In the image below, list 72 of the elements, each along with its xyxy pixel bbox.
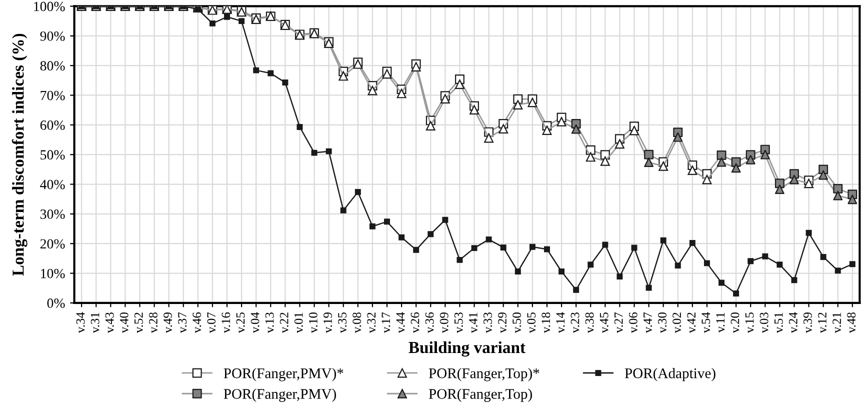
x-tick-label: v.35 [338, 312, 347, 334]
x-tick-label: v.02 [672, 312, 682, 334]
x-tick-label: v.07 [207, 312, 216, 334]
legend-label: POR(Fanger,PMV)* [224, 368, 344, 382]
y-tick-label: 20% [40, 239, 65, 249]
x-tick-label: v.39 [804, 312, 812, 334]
x-tick-label: v.13 [265, 312, 274, 334]
x-tick-label: v.16 [222, 312, 230, 334]
x-tick-label: v.30 [658, 312, 667, 334]
x-tick-label: v.53 [454, 312, 463, 334]
x-tick-label: v.04 [250, 312, 260, 334]
x-tick-label: v.48 [847, 312, 856, 334]
x-axis-title: Building variant [408, 341, 526, 357]
y-tick-label: 0% [47, 298, 65, 308]
x-tick-label: v.24 [788, 312, 798, 334]
x-tick-label: v.21 [832, 312, 842, 334]
x-tick-label: v.33 [484, 312, 492, 334]
x-tick-label: v.42 [687, 312, 696, 334]
x-tick-label: v.45 [600, 312, 608, 334]
x-tick-label: v.14 [556, 312, 565, 334]
x-tick-label: v.28 [148, 312, 158, 334]
y-tick-label: 50% [40, 150, 65, 160]
x-tick-label: v.09 [440, 312, 448, 334]
x-tick-label: v.32 [367, 312, 376, 334]
y-tick-label: 100% [34, 2, 65, 12]
x-tick-label: v.18 [542, 312, 550, 334]
y-tick-label: 30% [40, 210, 65, 219]
x-tick-label: v.34 [76, 312, 85, 334]
x-tick-label: v.01 [294, 312, 303, 334]
x-tick-label: v.23 [570, 312, 580, 334]
x-tick-label: v.52 [134, 312, 143, 334]
x-tick-label: v.15 [745, 312, 754, 334]
x-tick-label: v.44 [396, 312, 405, 334]
x-tick-label: v.10 [308, 312, 318, 334]
x-tick-label: v.46 [192, 312, 202, 334]
y-tick-label: 10% [41, 268, 65, 278]
legend-label: POR(Fanger,PMV) [224, 388, 336, 402]
x-tick-label: v.36 [425, 312, 434, 334]
y-axis-title: Long-term discomfort indices (%) [12, 34, 28, 276]
x-tick-label: v.05 [527, 312, 536, 334]
legend-label: POR(Adaptive) [624, 368, 716, 382]
x-tick-label: v.12 [818, 312, 827, 334]
y-tick-label: 40% [40, 180, 65, 190]
x-tick-label: v.11 [716, 312, 725, 333]
x-tick-label: v.47 [644, 312, 652, 334]
x-tick-label: v.31 [90, 312, 100, 334]
x-tick-label: v.03 [760, 312, 768, 334]
x-tick-label: v.37 [178, 312, 187, 334]
x-tick-label: v.49 [164, 312, 172, 334]
x-tick-label: v.26 [410, 312, 420, 334]
legend-label: POR(Fanger,Top) [428, 388, 532, 402]
x-tick-label: v.43 [105, 312, 114, 334]
y-tick-label: 70% [40, 90, 65, 100]
x-tick-label: v.38 [585, 312, 594, 334]
y-tick-label: 60% [40, 120, 65, 130]
y-tick-label: 80% [40, 61, 65, 71]
x-tick-label: v.19 [324, 312, 332, 334]
legend-label: POR(Fanger,Top)* [428, 368, 540, 382]
x-tick-label: v.54 [702, 312, 710, 334]
y-tick-label: 90% [40, 31, 65, 41]
x-tick-label: v.40 [120, 312, 128, 334]
x-tick-label: v.20 [730, 312, 740, 334]
x-tick-label: v.51 [774, 312, 783, 334]
x-tick-label: v.27 [614, 312, 623, 334]
x-tick-label: v.17 [382, 312, 390, 334]
x-tick-label: v.06 [628, 312, 638, 334]
x-tick-label: v.50 [512, 312, 522, 334]
x-tick-label: v.41 [469, 312, 478, 334]
x-tick-label: v.25 [236, 312, 245, 334]
x-tick-label: v.22 [280, 312, 288, 334]
x-tick-label: v.08 [352, 312, 362, 334]
x-tick-label: v.29 [498, 312, 507, 334]
